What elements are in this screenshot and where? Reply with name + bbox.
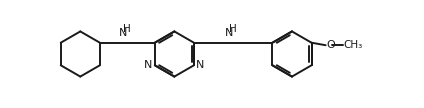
Text: CH₃: CH₃ — [344, 40, 363, 50]
Text: N: N — [144, 60, 153, 70]
Text: H: H — [123, 24, 131, 34]
Text: N: N — [119, 28, 128, 38]
Text: H: H — [229, 24, 237, 34]
Text: N: N — [225, 28, 233, 38]
Text: N: N — [196, 60, 204, 70]
Text: O: O — [326, 40, 335, 50]
